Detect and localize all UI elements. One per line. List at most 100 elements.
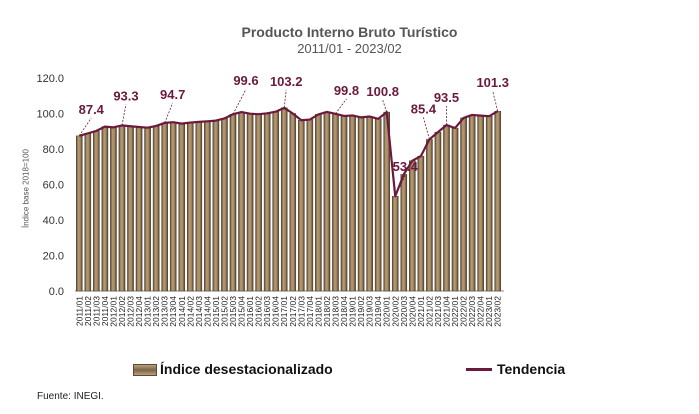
- bar-2019/02: [357, 117, 365, 292]
- x-tick-label-2015/03: 2015/03: [228, 296, 238, 327]
- x-tick-label-2016/03: 2016/03: [262, 296, 272, 327]
- annotation-label-2013/03: 94.7: [160, 87, 185, 102]
- y-tick-label-1: 20.0: [43, 251, 64, 263]
- x-tick-label-2018/04: 2018/04: [339, 296, 349, 327]
- bar-2012/02: [118, 125, 126, 292]
- chart-title: Producto Interno Bruto Turístico: [241, 24, 458, 40]
- bar-2020/04: [409, 160, 416, 292]
- x-tick-label-2014/03: 2014/03: [194, 296, 204, 327]
- x-tick-label-2012/02: 2012/02: [117, 296, 127, 327]
- bar-2019/03: [366, 116, 373, 292]
- bar-2011/01: [75, 135, 83, 292]
- y-tick-label-0: 0.0: [49, 286, 64, 298]
- x-tick-label-2017/01: 2017/01: [279, 296, 289, 327]
- x-tick-label-2019/01: 2019/01: [348, 296, 358, 327]
- annotation-label-2011/01: 87.4: [79, 102, 105, 117]
- x-tick-label-2019/02: 2019/02: [356, 296, 366, 327]
- bar-2022/03: [468, 114, 476, 292]
- bar-2015/03: [229, 114, 237, 292]
- legend-swatch-bars: [133, 364, 157, 376]
- x-tick-label-2018/01: 2018/01: [313, 296, 323, 327]
- chart-subtitle: 2011/01 - 2023/02: [297, 41, 402, 56]
- bar-2014/04: [204, 121, 211, 292]
- bar-2014/01: [178, 123, 186, 292]
- bar-2012/01: [110, 127, 117, 292]
- annotation-label-2017/01: 103.2: [270, 74, 303, 89]
- x-tick-label-2012/04: 2012/04: [134, 296, 144, 327]
- x-tick-label-2015/01: 2015/01: [211, 296, 221, 327]
- bar-2023/02: [494, 110, 502, 292]
- bar-2022/02: [460, 117, 467, 292]
- bar-2013/04: [169, 121, 177, 292]
- x-tick-label-2021/03: 2021/03: [433, 296, 443, 327]
- bar-2020/03: [400, 174, 408, 292]
- bar-2015/02: [221, 118, 228, 292]
- legend-label-bars: Índice desestacionalizado: [160, 361, 333, 377]
- x-tick-label-2021/01: 2021/01: [416, 296, 426, 327]
- bar-2016/01: [246, 113, 254, 292]
- x-tick-label-2018/03: 2018/03: [330, 296, 340, 327]
- bar-2011/04: [101, 126, 109, 292]
- bar-2017/03: [298, 120, 305, 292]
- legend-label-trend: Tendencia: [497, 361, 566, 377]
- x-tick-label-2012/03: 2012/03: [126, 296, 136, 327]
- bar-2018/03: [332, 113, 339, 292]
- bar-2016/02: [255, 114, 262, 292]
- bar-2020/02: [391, 196, 399, 292]
- x-tick-label-2015/04: 2015/04: [237, 296, 247, 327]
- x-tick-label-2017/03: 2017/03: [296, 296, 306, 327]
- bar-2017/04: [306, 119, 314, 292]
- x-tick-label-2014/02: 2014/02: [185, 296, 195, 327]
- bar-2021/04: [443, 124, 450, 292]
- trend-line: [78, 106, 499, 198]
- x-tick-label-2022/01: 2022/01: [450, 296, 460, 327]
- annotation-leader-2020/02: [394, 175, 406, 197]
- x-tick-label-2021/02: 2021/02: [424, 296, 434, 327]
- x-tick-label-2018/02: 2018/02: [322, 296, 332, 327]
- annotation-label-2018/03: 99.8: [334, 83, 359, 98]
- x-tick-label-2022/04: 2022/04: [476, 296, 486, 327]
- bar-2012/04: [135, 126, 143, 292]
- annotation-label-2021/02: 85.4: [411, 101, 437, 116]
- bar-2022/01: [451, 127, 459, 292]
- x-tick-label-2014/04: 2014/04: [202, 296, 212, 327]
- x-tick-label-2023/01: 2023/01: [484, 296, 494, 327]
- x-tick-label-2014/01: 2014/01: [177, 296, 187, 327]
- annotation-leader-2021/02: [423, 117, 430, 140]
- y-tick-label-3: 60.0: [43, 180, 64, 192]
- annotation-leader-2018/03: [335, 98, 347, 115]
- y-tick-label-2: 40.0: [43, 215, 64, 227]
- bar-2021/02: [426, 139, 433, 292]
- x-tick-label-2013/02: 2013/02: [151, 296, 161, 327]
- bar-2013/02: [152, 125, 160, 292]
- annotation-label-2021/04: 93.5: [434, 90, 459, 105]
- x-tick-label-2021/04: 2021/04: [441, 296, 451, 327]
- annotation-leader-2011/01: [78, 117, 92, 137]
- bar-2023/01: [485, 115, 493, 292]
- x-tick-label-2020/03: 2020/03: [399, 296, 409, 327]
- x-tick-label-2023/02: 2023/02: [493, 296, 503, 327]
- annotation-label-2020/01: 100.8: [366, 84, 399, 99]
- annotation-leader-2013/03: [164, 102, 174, 124]
- bar-2021/01: [417, 155, 425, 292]
- bar-2019/04: [374, 118, 382, 292]
- x-tick-label-2012/01: 2012/01: [108, 296, 118, 327]
- annotation-label-2015/03: 99.6: [233, 73, 258, 88]
- x-tick-label-2011/02: 2011/02: [83, 296, 93, 326]
- x-tick-label-2013/03: 2013/03: [160, 296, 170, 327]
- y-tick-label-4: 80.0: [43, 144, 64, 156]
- annotation-leader-2020/01: [382, 99, 388, 113]
- bar-2017/02: [289, 113, 297, 292]
- x-tick-label-2016/04: 2016/04: [271, 296, 281, 327]
- x-tick-label-2019/03: 2019/03: [365, 296, 375, 327]
- x-tick-label-2019/04: 2019/04: [373, 296, 383, 327]
- y-tick-label-6: 120.0: [36, 73, 64, 85]
- x-tick-label-2011/01: 2011/01: [74, 296, 84, 326]
- bar-2013/01: [144, 127, 151, 292]
- annotation-leader-2012/02: [121, 104, 127, 126]
- x-tick-label-2015/02: 2015/02: [219, 296, 229, 327]
- x-tick-label-2022/02: 2022/02: [459, 296, 469, 327]
- bar-2018/01: [315, 114, 322, 292]
